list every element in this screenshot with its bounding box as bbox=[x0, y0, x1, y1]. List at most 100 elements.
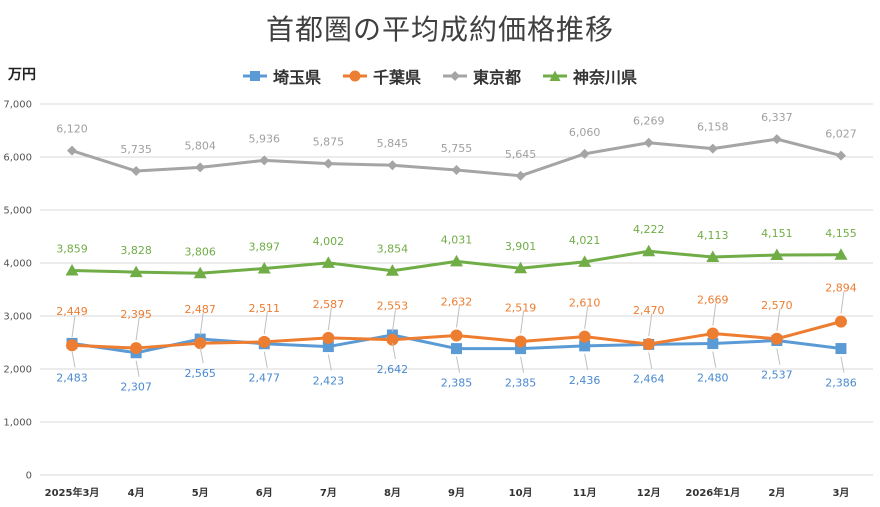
data-label: 2,395 bbox=[120, 308, 152, 321]
data-label-leader bbox=[840, 356, 845, 373]
data-point-tokyo bbox=[259, 155, 270, 166]
data-point-kanagawa bbox=[578, 255, 592, 267]
data-label-leader bbox=[391, 309, 396, 332]
data-label-leader bbox=[71, 351, 76, 368]
legend: 埼玉県 千葉県 東京都 神奈川県 bbox=[0, 64, 880, 88]
legend-marker-square-icon bbox=[242, 71, 267, 81]
data-label-leader bbox=[263, 311, 268, 334]
data-point-chiba bbox=[66, 339, 79, 352]
data-point-kanagawa bbox=[385, 264, 399, 276]
y-tick-label: 7,000 bbox=[3, 100, 32, 111]
data-point-kanagawa bbox=[321, 256, 335, 268]
data-label: 5,845 bbox=[377, 137, 409, 150]
data-label: 3,897 bbox=[249, 240, 281, 253]
data-label-leader bbox=[776, 308, 781, 331]
data-label-leader bbox=[456, 356, 460, 373]
data-point-tokyo bbox=[195, 162, 206, 173]
y-tick-label: 6,000 bbox=[3, 153, 32, 164]
data-label-leader bbox=[840, 291, 845, 314]
y-tick-label: 2,000 bbox=[3, 365, 32, 376]
x-tick-label: 7月 bbox=[320, 487, 337, 499]
data-label-leader bbox=[263, 351, 268, 368]
data-label: 4,021 bbox=[569, 234, 601, 247]
data-label: 2,307 bbox=[120, 381, 152, 394]
data-point-tokyo bbox=[323, 158, 334, 169]
data-label: 5,755 bbox=[441, 142, 473, 155]
data-point-kanagawa bbox=[257, 261, 271, 274]
data-point-tokyo bbox=[771, 134, 782, 145]
data-point-chiba bbox=[642, 338, 655, 351]
data-label: 4,002 bbox=[313, 235, 345, 248]
data-label-leader bbox=[584, 306, 589, 329]
data-label: 3,854 bbox=[377, 243, 409, 256]
data-point-chiba bbox=[386, 333, 399, 346]
x-tick-label: 2025年3月 bbox=[45, 486, 100, 499]
data-point-tokyo bbox=[835, 150, 846, 161]
data-point-saitama bbox=[579, 340, 591, 352]
data-label: 5,804 bbox=[184, 139, 216, 152]
data-label-leader bbox=[71, 315, 76, 338]
data-point-tokyo bbox=[515, 170, 526, 181]
data-point-chiba bbox=[578, 330, 591, 343]
legend-label-tokyo: 東京都 bbox=[473, 68, 522, 87]
data-point-tokyo bbox=[131, 166, 142, 177]
data-label: 6,120 bbox=[56, 123, 88, 136]
data-point-saitama bbox=[835, 343, 847, 355]
data-label: 2,537 bbox=[761, 369, 793, 382]
y-axis-unit-label: 万円 bbox=[8, 67, 36, 83]
data-label: 2,587 bbox=[313, 298, 345, 311]
data-point-kanagawa bbox=[450, 254, 463, 267]
data-point-chiba bbox=[322, 331, 335, 344]
data-label-leader bbox=[776, 348, 781, 365]
x-tick-label: 3月 bbox=[832, 487, 849, 499]
data-label: 3,828 bbox=[120, 244, 152, 257]
data-point-kanagawa bbox=[642, 244, 656, 257]
data-label: 2,632 bbox=[441, 296, 473, 309]
data-point-kanagawa bbox=[706, 250, 720, 263]
data-label: 2,449 bbox=[56, 305, 88, 318]
legend-marker-diamond-icon bbox=[443, 71, 467, 81]
x-tick-label: 12月 bbox=[637, 487, 661, 499]
data-label-leader bbox=[327, 354, 332, 371]
x-tick-label: 8月 bbox=[384, 487, 401, 499]
y-tick-label: 5,000 bbox=[3, 206, 32, 217]
data-label-leader bbox=[648, 314, 653, 337]
legend-item-chiba: 千葉県 bbox=[342, 64, 421, 88]
legend-item-tokyo: 東京都 bbox=[443, 64, 521, 88]
y-tick-label: 3,000 bbox=[3, 312, 32, 323]
data-label: 2,423 bbox=[313, 375, 345, 388]
x-tick-label: 4月 bbox=[128, 487, 145, 499]
data-point-chiba bbox=[706, 327, 719, 340]
data-point-saitama bbox=[451, 343, 462, 355]
data-label: 5,875 bbox=[313, 136, 345, 149]
data-label-leader bbox=[712, 303, 717, 326]
data-label: 4,151 bbox=[761, 227, 793, 240]
data-label: 3,806 bbox=[184, 245, 216, 258]
data-label: 4,155 bbox=[825, 227, 857, 240]
data-point-kanagawa bbox=[193, 266, 207, 279]
legend-marker-triangle-icon bbox=[543, 70, 568, 81]
data-label-leader bbox=[456, 305, 460, 328]
data-label: 6,027 bbox=[825, 128, 857, 141]
x-tick-label: 2026年1月 bbox=[685, 486, 740, 499]
x-tick-label: 5月 bbox=[192, 487, 209, 499]
data-point-kanagawa bbox=[65, 263, 79, 276]
data-label: 6,158 bbox=[697, 121, 729, 134]
legend-marker-circle-icon bbox=[342, 70, 367, 82]
x-tick-label: 10月 bbox=[509, 487, 533, 499]
data-label-leader bbox=[135, 360, 140, 377]
data-label: 4,113 bbox=[697, 229, 729, 242]
data-label: 2,480 bbox=[697, 372, 729, 385]
data-point-chiba bbox=[130, 342, 143, 355]
data-label: 2,553 bbox=[377, 300, 409, 313]
data-label: 2,565 bbox=[184, 367, 216, 380]
x-tick-label: 6月 bbox=[256, 487, 273, 499]
data-point-tokyo bbox=[643, 137, 654, 148]
legend-label-chiba: 千葉県 bbox=[372, 68, 421, 87]
data-label-leader bbox=[520, 311, 525, 334]
legend-item-kanagawa: 神奈川県 bbox=[543, 64, 637, 88]
data-point-chiba bbox=[450, 329, 463, 342]
y-tick-label: 4,000 bbox=[3, 259, 32, 270]
data-label: 2,511 bbox=[249, 302, 281, 315]
